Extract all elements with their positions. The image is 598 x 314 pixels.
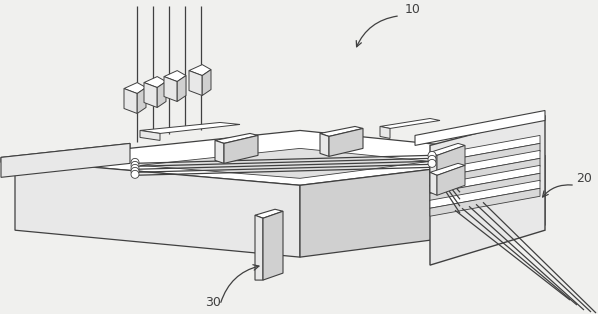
Polygon shape bbox=[140, 149, 430, 178]
Text: 30: 30 bbox=[205, 296, 221, 309]
Polygon shape bbox=[430, 180, 540, 208]
Polygon shape bbox=[329, 128, 363, 156]
Circle shape bbox=[428, 155, 436, 163]
Polygon shape bbox=[1, 143, 130, 177]
Polygon shape bbox=[430, 143, 465, 155]
Polygon shape bbox=[137, 88, 146, 113]
Polygon shape bbox=[215, 140, 224, 163]
Polygon shape bbox=[430, 116, 545, 265]
Polygon shape bbox=[430, 173, 540, 201]
Polygon shape bbox=[255, 209, 283, 218]
Circle shape bbox=[131, 161, 139, 169]
Polygon shape bbox=[177, 76, 186, 101]
Polygon shape bbox=[144, 83, 157, 107]
Polygon shape bbox=[140, 130, 160, 140]
Polygon shape bbox=[263, 211, 283, 280]
Polygon shape bbox=[430, 165, 540, 193]
Polygon shape bbox=[437, 145, 465, 175]
Circle shape bbox=[131, 158, 139, 166]
Polygon shape bbox=[430, 150, 540, 178]
Polygon shape bbox=[380, 127, 390, 138]
Polygon shape bbox=[320, 133, 329, 156]
Polygon shape bbox=[255, 215, 263, 280]
Circle shape bbox=[428, 151, 436, 160]
Polygon shape bbox=[430, 158, 540, 186]
Polygon shape bbox=[189, 71, 202, 95]
Circle shape bbox=[131, 167, 139, 175]
Polygon shape bbox=[430, 152, 437, 175]
Polygon shape bbox=[189, 65, 211, 76]
Polygon shape bbox=[430, 188, 540, 216]
Polygon shape bbox=[15, 130, 545, 185]
Polygon shape bbox=[380, 118, 440, 128]
Polygon shape bbox=[157, 82, 166, 107]
Polygon shape bbox=[202, 70, 211, 95]
Polygon shape bbox=[15, 160, 300, 257]
Circle shape bbox=[131, 164, 139, 172]
Circle shape bbox=[428, 160, 436, 167]
Polygon shape bbox=[1, 143, 130, 162]
Polygon shape bbox=[140, 122, 240, 133]
Text: 20: 20 bbox=[576, 172, 592, 185]
Polygon shape bbox=[430, 143, 540, 171]
Polygon shape bbox=[300, 155, 545, 257]
Text: 10: 10 bbox=[405, 3, 421, 16]
Polygon shape bbox=[144, 77, 166, 88]
Polygon shape bbox=[430, 135, 540, 163]
Polygon shape bbox=[430, 172, 437, 195]
Polygon shape bbox=[320, 127, 363, 136]
Polygon shape bbox=[224, 135, 258, 163]
Polygon shape bbox=[430, 163, 465, 175]
Polygon shape bbox=[124, 89, 137, 113]
Polygon shape bbox=[164, 77, 177, 101]
Circle shape bbox=[131, 171, 139, 178]
Polygon shape bbox=[437, 165, 465, 195]
Polygon shape bbox=[164, 71, 186, 82]
Polygon shape bbox=[124, 83, 146, 94]
Polygon shape bbox=[215, 133, 258, 143]
Polygon shape bbox=[415, 111, 545, 145]
